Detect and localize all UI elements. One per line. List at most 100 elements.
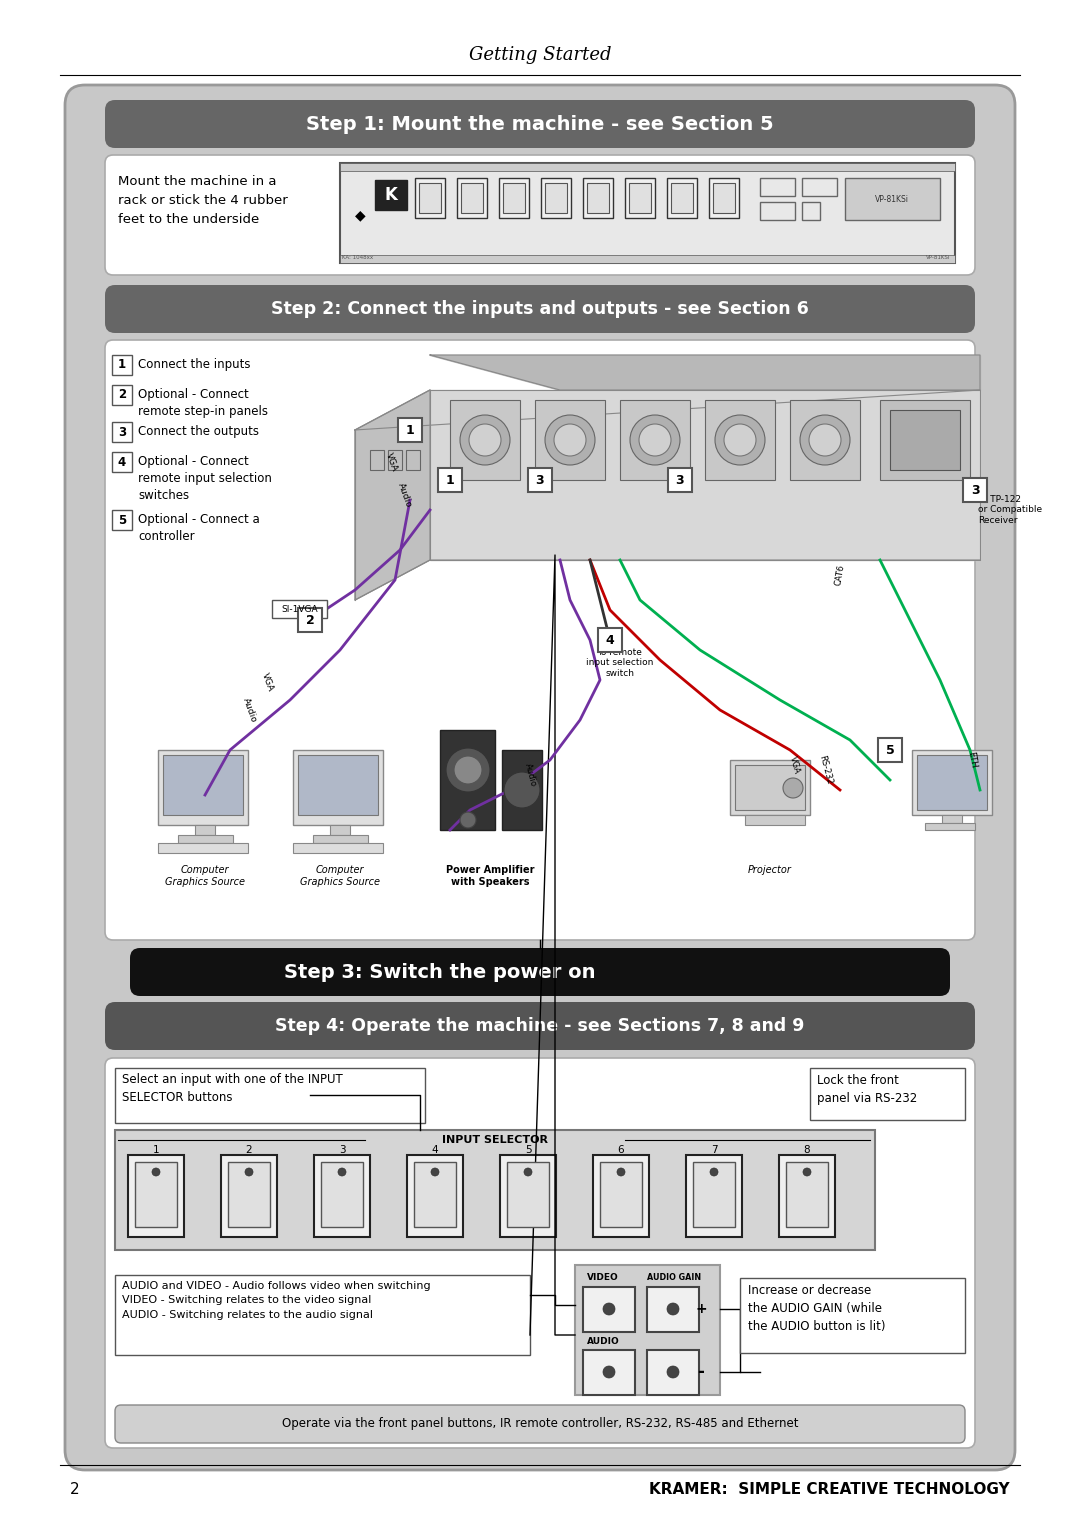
Bar — [583, 1287, 635, 1331]
Bar — [438, 467, 462, 492]
Circle shape — [460, 812, 476, 827]
Bar — [528, 467, 552, 492]
Circle shape — [804, 1167, 811, 1177]
FancyBboxPatch shape — [65, 84, 1015, 1471]
Bar — [713, 182, 735, 213]
Text: 2: 2 — [118, 389, 126, 401]
Text: 3: 3 — [118, 426, 126, 438]
Bar — [745, 815, 805, 826]
Text: 4: 4 — [118, 455, 126, 469]
Circle shape — [617, 1167, 625, 1177]
Text: 2: 2 — [306, 613, 314, 627]
Text: Power Amplifier
with Speakers: Power Amplifier with Speakers — [446, 866, 535, 887]
FancyBboxPatch shape — [114, 1405, 966, 1443]
Text: 5: 5 — [886, 743, 894, 757]
Text: 5: 5 — [118, 513, 126, 527]
Bar — [135, 1161, 177, 1227]
Text: KA: 1048xx: KA: 1048xx — [342, 254, 373, 260]
Text: VIDEO: VIDEO — [588, 1273, 619, 1282]
Text: K: K — [384, 185, 397, 204]
Text: -: - — [698, 1363, 704, 1380]
Bar — [917, 755, 987, 810]
Circle shape — [245, 1167, 253, 1177]
Bar — [461, 182, 483, 213]
Bar — [598, 628, 622, 653]
Text: 4: 4 — [606, 634, 615, 647]
Bar — [878, 738, 902, 761]
Circle shape — [431, 1167, 438, 1177]
Text: Audio: Audio — [523, 763, 538, 787]
Text: 3: 3 — [971, 484, 980, 496]
Bar — [195, 826, 215, 835]
Circle shape — [800, 415, 850, 466]
Text: KRAMER:  SIMPLE CREATIVE TECHNOLOGY: KRAMER: SIMPLE CREATIVE TECHNOLOGY — [649, 1483, 1010, 1497]
Bar — [313, 835, 368, 843]
Bar — [593, 1155, 649, 1236]
Bar — [129, 1155, 184, 1236]
Bar — [293, 751, 383, 826]
Bar — [414, 1161, 456, 1227]
FancyBboxPatch shape — [105, 285, 975, 332]
FancyBboxPatch shape — [105, 1059, 975, 1448]
Bar — [340, 254, 955, 264]
Bar — [163, 755, 243, 815]
Bar — [158, 751, 248, 826]
Text: Step 4: Operate the machine - see Sections 7, 8 and 9: Step 4: Operate the machine - see Sectio… — [275, 1017, 805, 1036]
Circle shape — [667, 1304, 679, 1314]
Circle shape — [603, 1304, 615, 1314]
Circle shape — [469, 424, 501, 457]
Bar — [810, 1068, 966, 1120]
Circle shape — [545, 415, 595, 466]
Bar — [686, 1155, 742, 1236]
Circle shape — [504, 772, 540, 807]
Text: 1: 1 — [118, 358, 126, 371]
Text: ◆: ◆ — [354, 208, 365, 222]
Bar — [298, 608, 322, 633]
Text: 3: 3 — [676, 473, 685, 487]
Text: Operate via the front panel buttons, IR remote controller, RS-232, RS-485 and Et: Operate via the front panel buttons, IR … — [282, 1417, 798, 1431]
Bar — [228, 1161, 270, 1227]
Bar — [502, 751, 542, 830]
Bar — [786, 1161, 828, 1227]
FancyBboxPatch shape — [105, 1002, 975, 1049]
Text: 8: 8 — [804, 1144, 810, 1155]
Bar — [158, 843, 248, 853]
Circle shape — [715, 415, 765, 466]
Text: 5: 5 — [525, 1144, 531, 1155]
Text: Getting Started: Getting Started — [469, 46, 611, 64]
Circle shape — [338, 1167, 346, 1177]
Circle shape — [639, 424, 671, 457]
Bar — [541, 178, 571, 218]
Bar — [924, 823, 975, 830]
Bar — [880, 400, 970, 480]
Bar — [705, 400, 775, 480]
Text: AUDIO: AUDIO — [588, 1337, 620, 1347]
Bar — [388, 450, 402, 470]
Circle shape — [667, 1367, 679, 1377]
Bar — [457, 178, 487, 218]
Text: SI-1VGA: SI-1VGA — [282, 605, 319, 613]
Bar — [912, 751, 993, 815]
Bar — [845, 178, 940, 221]
Bar — [112, 452, 132, 472]
Bar — [760, 202, 795, 221]
Text: Step 1: Mount the machine - see Section 5: Step 1: Mount the machine - see Section … — [307, 115, 773, 133]
Bar — [375, 179, 407, 210]
Bar — [730, 760, 810, 815]
Bar — [890, 411, 960, 470]
Bar — [272, 601, 327, 617]
Text: Connect the outputs: Connect the outputs — [138, 424, 259, 438]
Circle shape — [454, 755, 482, 784]
Bar — [625, 178, 654, 218]
Text: RS-232: RS-232 — [816, 754, 834, 786]
Bar — [112, 510, 132, 530]
Bar — [802, 202, 820, 221]
Text: Mount the machine in a
rack or stick the 4 rubber
feet to the underside: Mount the machine in a rack or stick the… — [118, 175, 287, 227]
Bar — [942, 815, 962, 823]
Text: VGA: VGA — [260, 671, 275, 692]
Bar — [112, 385, 132, 404]
Bar — [671, 182, 693, 213]
Text: 1: 1 — [406, 423, 415, 437]
Text: VP-81KSi: VP-81KSi — [875, 196, 909, 204]
Bar — [802, 178, 837, 196]
